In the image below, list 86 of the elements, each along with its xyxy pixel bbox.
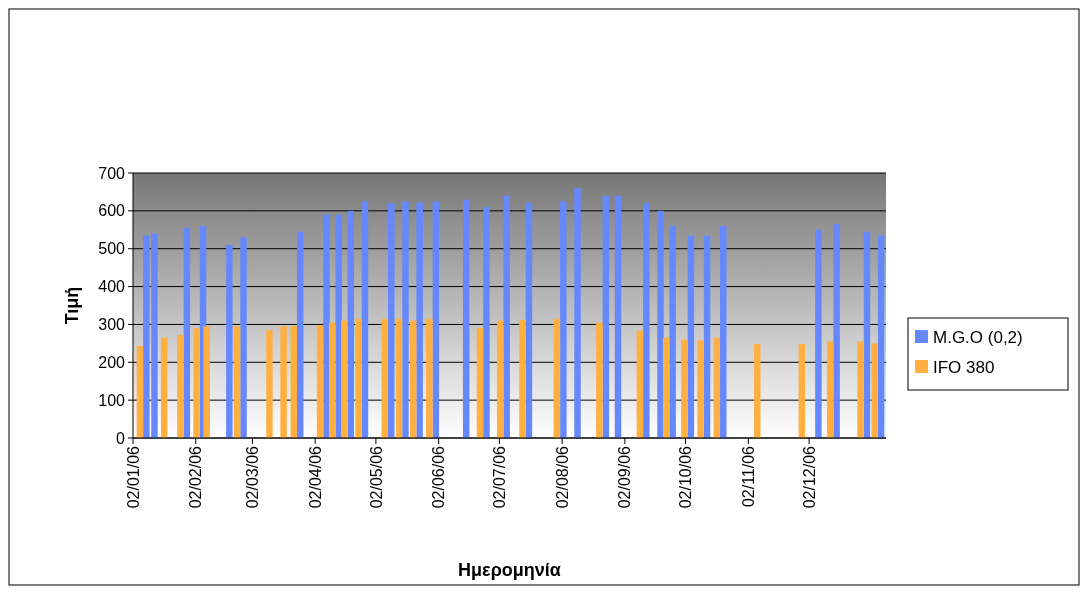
bar bbox=[136, 346, 144, 438]
y-tick-label: 0 bbox=[116, 429, 126, 447]
bar bbox=[296, 231, 304, 438]
bar bbox=[614, 195, 622, 438]
x-tick-label: 02/07/06 bbox=[490, 445, 508, 509]
bar bbox=[687, 235, 695, 438]
bar bbox=[160, 337, 168, 438]
y-tick-label: 300 bbox=[98, 316, 126, 334]
bar bbox=[525, 202, 533, 438]
bar bbox=[341, 320, 348, 438]
bar bbox=[657, 210, 664, 438]
bar bbox=[402, 201, 409, 438]
y-tick-label: 700 bbox=[98, 164, 126, 182]
bar bbox=[316, 325, 324, 438]
bar bbox=[177, 335, 184, 438]
x-tick-label: 02/05/06 bbox=[367, 445, 385, 509]
x-tick-label: 02/06/06 bbox=[430, 445, 448, 509]
bar bbox=[323, 214, 330, 438]
bar bbox=[233, 326, 241, 438]
bar bbox=[290, 326, 297, 438]
bar bbox=[713, 337, 721, 438]
y-tick-label: 500 bbox=[98, 240, 126, 258]
y-tick-label: 100 bbox=[98, 391, 126, 409]
x-tick-label: 02/12/06 bbox=[800, 445, 818, 509]
bar bbox=[503, 195, 510, 438]
bar bbox=[560, 201, 567, 438]
legend-label: IFO 380 bbox=[933, 357, 995, 377]
bar bbox=[863, 231, 871, 438]
bar bbox=[416, 202, 423, 438]
bar bbox=[798, 344, 806, 438]
bar bbox=[409, 320, 417, 438]
y-tick-label: 600 bbox=[98, 202, 126, 220]
bar bbox=[381, 318, 389, 438]
bar bbox=[857, 341, 864, 438]
bar bbox=[462, 199, 470, 438]
bar bbox=[833, 224, 840, 438]
bar bbox=[496, 320, 504, 438]
bar bbox=[193, 328, 200, 438]
bar bbox=[681, 339, 688, 438]
bar bbox=[395, 318, 403, 438]
bar bbox=[697, 340, 704, 438]
bar bbox=[826, 341, 834, 438]
bar bbox=[335, 214, 342, 438]
bar bbox=[240, 237, 247, 438]
bar bbox=[347, 210, 355, 438]
bar bbox=[226, 244, 233, 438]
bar bbox=[361, 201, 369, 438]
bar bbox=[519, 319, 526, 438]
bar bbox=[328, 322, 336, 438]
bar bbox=[426, 318, 433, 438]
x-tick-label: 02/04/06 bbox=[306, 445, 324, 509]
bar bbox=[669, 226, 676, 438]
bar bbox=[720, 226, 727, 438]
y-axis-title: Τιμή bbox=[62, 286, 82, 325]
bar bbox=[596, 322, 603, 438]
x-tick-label: 02/03/06 bbox=[244, 445, 262, 509]
x-tick-label: 02/02/06 bbox=[187, 445, 205, 509]
x-tick-label: 02/10/06 bbox=[677, 445, 695, 509]
bar bbox=[476, 328, 484, 438]
bar bbox=[280, 326, 287, 438]
bar bbox=[754, 344, 761, 438]
bar bbox=[703, 235, 711, 438]
bar bbox=[662, 337, 670, 438]
x-tick-label: 02/08/06 bbox=[553, 445, 571, 509]
x-axis-title: Ημερομηνία bbox=[458, 560, 561, 580]
bar bbox=[483, 207, 490, 438]
bar bbox=[636, 330, 644, 438]
x-tick-label: 02/09/06 bbox=[616, 445, 634, 509]
bar bbox=[602, 195, 610, 438]
bar bbox=[266, 330, 273, 438]
x-tick-label: 02/11/06 bbox=[739, 445, 757, 508]
bar bbox=[574, 188, 581, 438]
bar bbox=[553, 318, 561, 438]
y-tick-label: 400 bbox=[98, 278, 126, 296]
y-tick-label: 200 bbox=[98, 353, 126, 371]
bar bbox=[871, 343, 878, 438]
x-tick-label: 02/01/06 bbox=[124, 445, 142, 509]
legend-label: M.G.O (0,2) bbox=[933, 327, 1023, 347]
bar bbox=[815, 229, 822, 438]
bar bbox=[355, 318, 362, 438]
bar bbox=[183, 227, 191, 438]
bar bbox=[388, 203, 395, 438]
bar bbox=[432, 201, 440, 438]
bar bbox=[203, 326, 210, 438]
bar bbox=[643, 203, 650, 438]
bar bbox=[877, 235, 885, 438]
